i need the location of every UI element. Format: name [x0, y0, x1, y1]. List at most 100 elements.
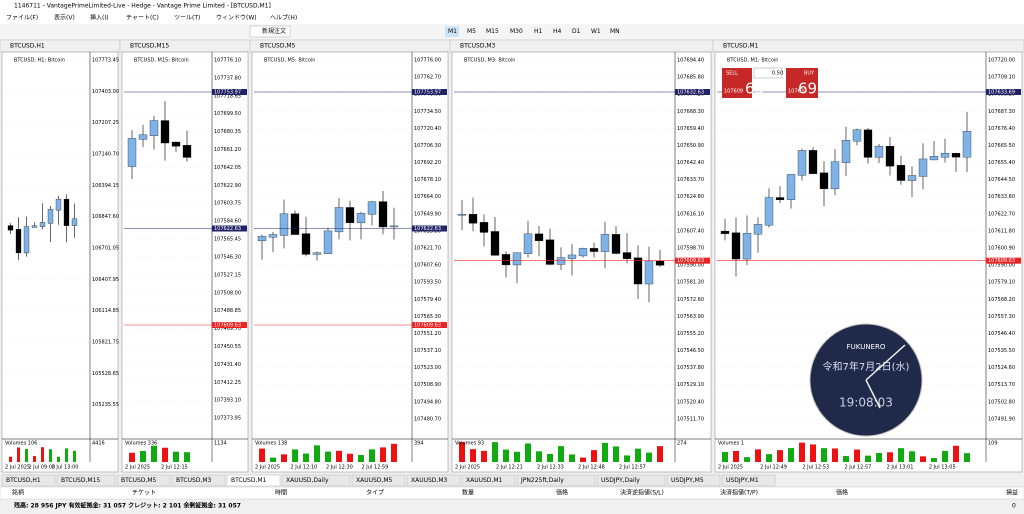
chart-tab[interactable] [1, 474, 56, 487]
chart-tab[interactable] [406, 474, 461, 487]
time-label: 2 Jul 12:49 [760, 465, 787, 471]
column-header[interactable]: 損益 [1006, 489, 1018, 497]
chart-tab-label[interactable]: XAUUSD,M3 [411, 477, 448, 484]
chart-tab-label[interactable]: USDJPY,M5 [671, 477, 704, 484]
chart-tab-label[interactable]: BTCUSD,M5 [121, 477, 157, 484]
chart-tab-label[interactable]: BTCUSD,M1 [231, 477, 267, 484]
timeframe-button[interactable]: M30 [510, 28, 523, 35]
price-tick-label: 107720.00 [988, 58, 1015, 64]
timeframe-button[interactable]: H1 [534, 28, 543, 35]
chart-tab-label[interactable]: XAUUSD,M5 [356, 477, 393, 484]
timeframe-button[interactable]: D1 [572, 28, 581, 35]
chart-tab[interactable] [116, 474, 171, 487]
column-header[interactable]: タイプ [366, 489, 384, 497]
timeframe-button[interactable]: H4 [553, 28, 562, 35]
candle [929, 155, 939, 161]
volumes-label: Volumes 336 [125, 441, 157, 447]
price-tick-label: 107644.50 [988, 177, 1015, 183]
chart-tab[interactable] [226, 474, 281, 487]
clock-hand [865, 379, 881, 409]
chart-tab[interactable] [461, 474, 516, 487]
volume-bar [591, 450, 597, 462]
price-tick-label: 107600.90 [988, 246, 1015, 252]
column-header[interactable]: 銘柄 [12, 489, 24, 497]
volume-bar [777, 450, 783, 462]
lot-box[interactable] [753, 67, 783, 79]
menu-item[interactable]: ヘルプ(H) [270, 15, 297, 22]
sell-label[interactable]: SELL [726, 71, 738, 77]
chart-title: BTCUSD,H1 [10, 43, 45, 50]
price-tick-label: 107546.50 [677, 348, 704, 354]
menu-item[interactable]: ファイル(F) [6, 15, 38, 22]
clock-date: 令和7年7月2日(水) [823, 360, 910, 373]
candle [367, 201, 377, 215]
chart-tab[interactable] [171, 474, 226, 487]
price-marker-label: 107609.63 [414, 323, 441, 329]
buy-label[interactable]: BUY [804, 71, 815, 77]
chart-tab[interactable] [351, 474, 406, 487]
timeframe-button[interactable]: M5 [467, 28, 476, 35]
timeframe-button[interactable]: MN [610, 28, 620, 35]
column-header[interactable]: チケット [132, 490, 156, 497]
volume-bar [41, 447, 44, 462]
menu-item[interactable]: ウィンドウ(W) [216, 14, 257, 22]
lot-value[interactable]: 0.50 [772, 71, 783, 77]
timeframe-button[interactable]: M15 [486, 28, 499, 35]
volume-bar [292, 449, 298, 462]
column-header[interactable]: 決済指値(T/P) [720, 489, 758, 497]
column-header[interactable]: 数量 [462, 489, 474, 497]
chart-tab-label[interactable]: BTCUSD,H1 [6, 477, 41, 484]
new-order-label[interactable]: 新規注文 [262, 27, 286, 35]
sell-button[interactable] [722, 68, 752, 98]
chart-title: BTCUSD,M1 [723, 43, 759, 50]
chart-tab-label[interactable]: BTCUSD,M15 [61, 477, 100, 484]
candle [490, 231, 500, 256]
new-order-button[interactable] [249, 25, 291, 38]
price-marker-label: 107609.63 [214, 323, 241, 329]
chart-tab-label[interactable]: USDJPY,M1 [726, 477, 759, 484]
price-marker-label: 107753.97 [414, 90, 441, 96]
chart-tab-label[interactable]: XAUUSD,Daily [286, 477, 329, 484]
chart-tab[interactable] [281, 474, 351, 487]
price-marker [212, 89, 247, 95]
column-header[interactable]: 価格 [556, 489, 568, 497]
timeframe-button[interactable]: M1 [448, 28, 457, 35]
candle [323, 230, 333, 254]
menu-item[interactable]: 表示(V) [54, 14, 75, 22]
chart-tab[interactable] [721, 474, 776, 487]
timeframe-button[interactable]: W1 [591, 28, 601, 35]
candle [160, 120, 170, 144]
price-tick-label: 107565.45 [214, 237, 241, 243]
column-header[interactable]: 決済逆指値(S/L) [620, 489, 664, 497]
volume-max-label: 1134 [214, 441, 227, 447]
candle [512, 252, 522, 266]
chart-tab[interactable] [56, 474, 116, 487]
candle [290, 213, 300, 235]
chart-tab[interactable] [596, 474, 666, 487]
menu-item[interactable]: チャート(C) [126, 15, 159, 22]
chart-tab[interactable] [516, 474, 596, 487]
chart-tab-label[interactable]: XAUUSD,M1 [466, 477, 503, 484]
column-header[interactable]: 価格 [836, 489, 848, 497]
volume-bar [755, 449, 761, 462]
menu-item[interactable]: ツール(T) [174, 15, 200, 22]
menu-item[interactable]: 挿入(I) [90, 14, 108, 22]
time-label: 2 Jul 13:05 [929, 465, 956, 471]
volume-bar [964, 453, 970, 462]
chart-tab-label[interactable]: JPN225ft,Daily [520, 477, 564, 484]
window-title: 1146711 - VantagePrimeLimited-Live - Hed… [14, 3, 271, 10]
chart-tab-label[interactable]: BTCUSD,M3 [176, 477, 212, 484]
price-tick-label: 107668.30 [677, 109, 704, 115]
volume-bar [347, 453, 353, 462]
volume-bar [722, 451, 728, 462]
column-header[interactable]: 時間 [275, 489, 287, 497]
candle [764, 197, 774, 226]
price-marker [412, 89, 447, 95]
price-tick-label: 107373.95 [214, 416, 241, 422]
price-tick-label: 107642.05 [214, 165, 241, 171]
chart-tab-label[interactable]: USDJPY,Daily [601, 477, 640, 484]
chart-tab[interactable] [666, 474, 721, 487]
buy-button[interactable] [786, 68, 818, 98]
candle [39, 222, 46, 227]
